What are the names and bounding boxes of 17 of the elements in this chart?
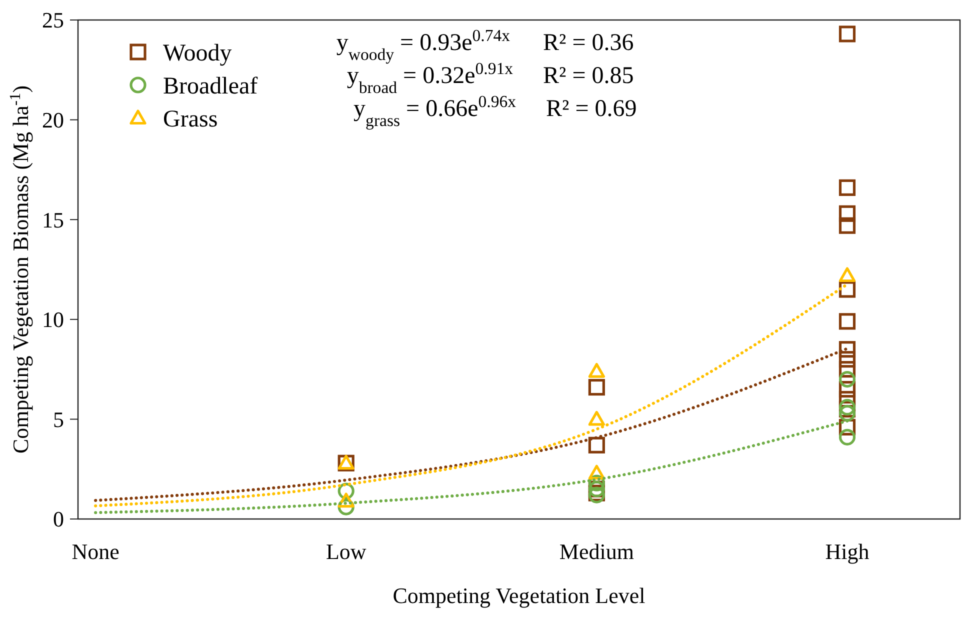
- x-tick-label: High: [825, 539, 870, 564]
- x-tick-label: Low: [326, 539, 366, 564]
- legend-label: Broadleaf: [163, 73, 258, 100]
- y-tick-label: 0: [53, 506, 64, 532]
- annotation: R² = 0.85: [543, 63, 634, 89]
- annotation: R² = 0.36: [543, 30, 634, 56]
- x-tick-label: Medium: [559, 539, 634, 564]
- annotation: R² = 0.69: [546, 96, 637, 122]
- x-tick-label: None: [72, 539, 120, 564]
- y-tick-label: 5: [53, 406, 64, 432]
- y-tick-label: 25: [42, 8, 64, 33]
- x-axis-title: Competing Vegetation Level: [392, 583, 646, 608]
- legend-label: Grass: [163, 106, 218, 132]
- y-tick-label: 10: [42, 307, 64, 332]
- y-tick-label: 15: [42, 207, 64, 232]
- y-tick-label: 20: [42, 108, 64, 132]
- legend-label: Woody: [163, 40, 232, 66]
